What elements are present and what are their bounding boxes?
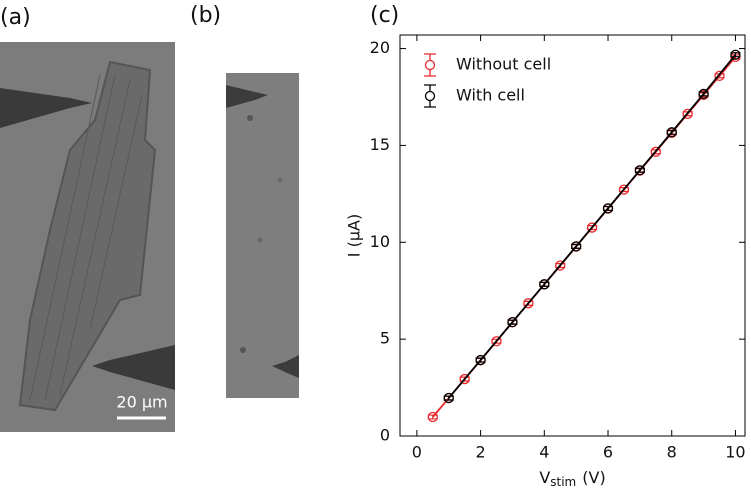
error-bar bbox=[571, 243, 582, 249]
data-point bbox=[507, 316, 518, 328]
data-point bbox=[714, 70, 725, 82]
legend-label: With cell bbox=[456, 86, 525, 105]
micrograph-b bbox=[226, 73, 299, 398]
error-bar bbox=[539, 281, 550, 287]
plot-frame bbox=[399, 34, 746, 437]
y-tick-label: 0 bbox=[380, 426, 390, 445]
data-point bbox=[427, 411, 438, 423]
data-point bbox=[650, 146, 661, 157]
x-label-suffix: (V) bbox=[582, 468, 605, 487]
x-label-main: V bbox=[539, 468, 550, 487]
data-point bbox=[523, 298, 534, 309]
series-line bbox=[448, 54, 737, 399]
error-bar bbox=[698, 91, 709, 97]
error-bar bbox=[603, 205, 614, 211]
x-axis-label: Vstim (V) bbox=[539, 468, 605, 489]
error-bar bbox=[427, 414, 438, 420]
error-bar bbox=[666, 129, 677, 135]
data-point bbox=[443, 392, 454, 404]
y-tick-label: 5 bbox=[380, 329, 390, 348]
error-bar bbox=[730, 52, 741, 58]
scale-bar-label: 20 μm bbox=[116, 393, 167, 412]
data-point bbox=[618, 184, 630, 195]
data-point bbox=[586, 222, 598, 233]
x-tick-label: 2 bbox=[476, 443, 486, 462]
x-tick-label: 6 bbox=[603, 443, 613, 462]
micrograph-a: 20 μm bbox=[0, 42, 175, 432]
y-tick-label: 15 bbox=[370, 135, 390, 154]
data-point bbox=[602, 203, 614, 214]
data-point bbox=[698, 88, 709, 100]
y-tick-label: 20 bbox=[370, 38, 390, 57]
error-bar bbox=[475, 357, 486, 363]
panel-label: (a) bbox=[0, 5, 31, 30]
data-point bbox=[730, 49, 741, 60]
data-point bbox=[459, 373, 470, 385]
error-bar bbox=[443, 395, 454, 401]
x-tick-label: 10 bbox=[725, 443, 745, 462]
data-point bbox=[682, 108, 693, 119]
y-tick-label: 10 bbox=[370, 232, 390, 251]
legend-swatch bbox=[424, 90, 436, 102]
data-point bbox=[555, 260, 566, 271]
data-point bbox=[571, 241, 582, 252]
y-axis-label: I (μA) bbox=[345, 214, 364, 257]
panel-label: (b) bbox=[190, 3, 221, 28]
error-bar bbox=[634, 167, 645, 173]
legend-label: Without cell bbox=[456, 55, 551, 74]
legend-swatch bbox=[424, 59, 436, 71]
x-tick-label: 8 bbox=[667, 443, 677, 462]
data-point bbox=[666, 127, 677, 138]
data-point bbox=[539, 279, 550, 290]
x-tick-label: 4 bbox=[539, 443, 549, 462]
data-point bbox=[634, 165, 646, 176]
data-point bbox=[475, 354, 486, 366]
data-point bbox=[491, 336, 502, 347]
x-tick-label: 0 bbox=[412, 443, 422, 462]
error-bar bbox=[507, 319, 518, 325]
x-label-sub: stim bbox=[550, 475, 576, 489]
panel-label: (c) bbox=[370, 3, 399, 28]
chart: 0 2 4 6 8 10 0 5 10 15 20 Vstim (V) I (μA) Without cel… bbox=[345, 34, 746, 489]
